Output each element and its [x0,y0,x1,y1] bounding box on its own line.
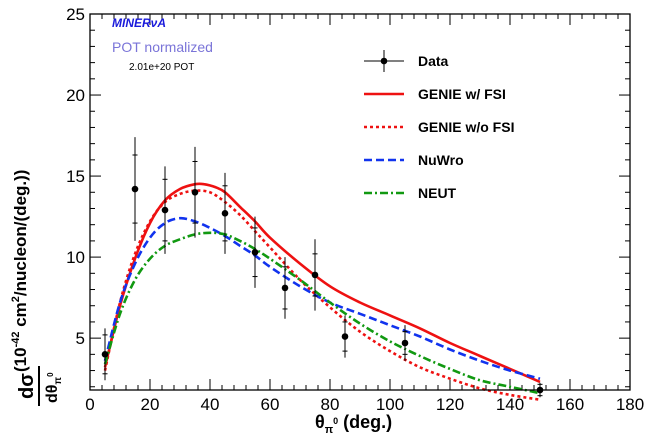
x-tick-label: 160 [556,395,584,414]
x-axis-pi-sub: π [325,424,334,436]
legend: Data GENIE w/ FSI GENIE w/o FSI NuWro NEUT [364,50,514,201]
y-axis-units-sq: 2 [10,296,22,302]
y-axis-den-theta: dθ [44,385,61,403]
plot-frame [89,13,631,391]
x-tick-label: 120 [436,395,464,414]
x-axis-unit: (deg.) [338,412,392,432]
data-marker [101,351,109,358]
x-tick-label: 40 [201,395,220,414]
experiment-name-part-c: A [156,16,166,30]
data-marker [311,271,319,279]
data-point [281,257,289,319]
pot-value-label: 2.01e+20 POT [129,62,194,73]
data-point [131,137,139,241]
y-axis-den-zero-sup: 0 [46,372,55,377]
legend-label: GENIE w/ FSI [418,86,506,102]
x-tick-label: 60 [261,395,280,414]
data-points-layer [101,137,544,398]
pot-normalized-label: POT normalized [112,39,213,55]
data-marker [251,248,259,256]
x-axis-theta: θ [315,412,325,432]
legend-item-neut: NEUT [364,185,457,201]
axis-ticks [89,13,631,390]
data-point [221,172,229,254]
tick-labels: 0 20 40 60 80 100 120 140 160 180 5 10 15 20 25 [66,5,644,414]
x-tick-label: 180 [616,395,644,414]
legend-label: NEUT [418,185,457,201]
x-tick-label: 140 [496,395,524,414]
y-axis-den-pi-sub: π [53,377,64,385]
data-point [161,166,169,254]
y-axis-fraction-numerator: dσ [16,373,38,399]
legend-item-nuwro: NuWro [364,152,464,168]
x-tick-label: 20 [141,395,160,414]
x-axis-zero-sup: 0 [333,416,338,426]
y-tick-label: 10 [66,248,85,267]
data-marker [401,339,409,347]
data-marker [161,206,169,214]
legend-item-data: Data [364,50,449,72]
legend-label: NuWro [418,152,464,168]
experiment-name-part-a: MINER [112,16,151,30]
data-marker [221,210,229,217]
y-axis-units-mid: cm [11,302,30,331]
y-axis-units-exp: -42 [10,332,22,348]
y-tick-label: 5 [76,329,85,348]
x-tick-label: 80 [321,395,340,414]
data-marker [131,185,139,193]
legend-data-marker [380,57,388,65]
y-tick-label: 15 [66,167,85,186]
y-axis-units-open: (10 [11,347,30,372]
data-marker [341,333,349,340]
legend-item-genie-w-fsi: GENIE w/ FSI [364,86,506,102]
data-point [311,239,319,311]
experiment-name: MINERνA [112,16,166,30]
data-point [341,315,349,358]
data-point [251,216,259,288]
x-tick-label: 0 [85,395,94,414]
y-tick-label: 25 [66,5,85,24]
legend-item-genie-w-o-fsi: GENIE w/o FSI [364,119,514,135]
data-marker [191,188,199,196]
y-axis-fraction-denominator: dθπ0 [44,372,64,403]
y-axis-units: (10-42 cm2/nucleon/(deg.)) [10,170,30,372]
experiment-name-part-nu: ν [151,16,158,30]
y-axis-units-close: /nucleon/(deg.)) [11,170,30,297]
legend-label: Data [418,53,449,69]
x-axis-title: θπ0 (deg.) [315,412,392,436]
data-marker [281,284,289,292]
x-tick-label: 100 [376,395,404,414]
data-point [191,146,199,238]
y-axis-title: dσ dθπ0 (10-42 cm2/nucleon/(deg.)) [10,170,64,406]
data-point [401,325,409,361]
legend-label: GENIE w/o FSI [418,119,514,135]
data-point [101,328,109,381]
y-tick-label: 20 [66,86,85,105]
